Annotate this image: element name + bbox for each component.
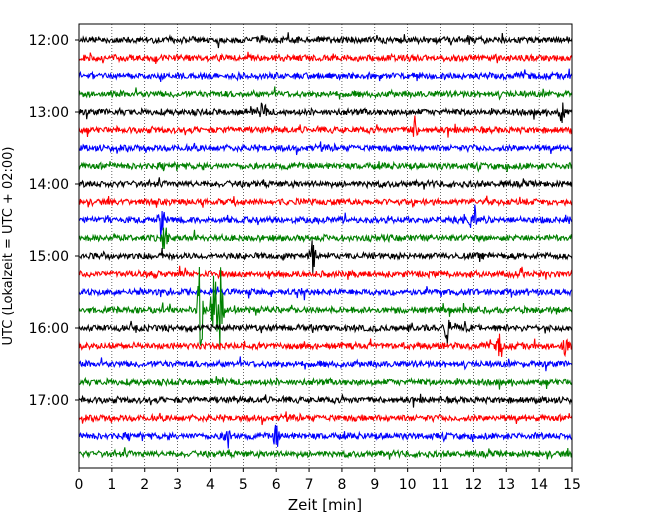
y-tick-label: 15:00 <box>29 249 69 265</box>
x-tick-label: 0 <box>75 477 84 493</box>
y-tick-label: 14:00 <box>29 177 69 193</box>
trace-1315 <box>78 115 573 138</box>
x-tick-label: 8 <box>337 477 346 493</box>
x-tick-label: 3 <box>173 477 182 493</box>
trace-1415 <box>78 195 573 208</box>
x-tick-label: 6 <box>272 477 281 493</box>
y-tick-label: 12:00 <box>29 33 69 49</box>
x-tick-label: 7 <box>305 477 314 493</box>
y-axis-label: UTC (Lokalzeit = UTC + 02:00) <box>1 147 16 346</box>
trace-1630 <box>78 356 573 372</box>
y-tick-label: 17:00 <box>29 393 69 409</box>
trace-1745 <box>78 447 573 460</box>
trace-1615 <box>78 333 573 358</box>
seismogram-traces <box>78 32 573 460</box>
x-axis-label: Zeit [min] <box>288 496 362 514</box>
trace-1230 <box>78 68 573 82</box>
x-tick-label: 5 <box>239 477 248 493</box>
x-axis-ticks: 0 1 2 3 4 5 6 7 8 9 10 11 12 13 14 15 <box>75 468 581 493</box>
trace-1300 <box>78 102 573 124</box>
x-tick-label: 2 <box>140 477 149 493</box>
x-tick-label: 10 <box>399 477 417 493</box>
trace-1715 <box>78 411 573 426</box>
trace-1345 <box>78 160 573 173</box>
y-axis-ticks: 12:00 13:00 14:00 15:00 16:00 17:00 <box>29 33 79 409</box>
trace-1500 <box>78 240 573 274</box>
trace-1700 <box>78 393 573 408</box>
trace-1645 <box>78 376 573 390</box>
x-tick-label: 1 <box>107 477 116 493</box>
vertical-gridlines <box>111 24 540 468</box>
x-tick-label: 13 <box>497 477 515 493</box>
trace-1215 <box>78 51 573 64</box>
trace-1530 <box>78 286 573 301</box>
x-tick-label: 12 <box>464 477 482 493</box>
x-tick-label: 11 <box>432 477 450 493</box>
trace-1330 <box>78 141 573 156</box>
trace-1400 <box>78 177 573 190</box>
trace-1545 <box>78 266 573 349</box>
trace-1515 <box>78 265 573 280</box>
trace-1730 <box>78 424 573 449</box>
trace-1200 <box>78 32 573 49</box>
plot-frame <box>78 23 573 469</box>
trace-1245 <box>78 86 573 101</box>
trace-1430 <box>78 204 573 239</box>
x-tick-label: 15 <box>563 477 581 493</box>
y-tick-label: 16:00 <box>29 321 69 337</box>
x-tick-label: 14 <box>530 477 548 493</box>
x-tick-label: 4 <box>206 477 215 493</box>
trace-1600 <box>78 319 573 344</box>
trace-1445 <box>78 227 573 249</box>
x-tick-label: 9 <box>370 477 379 493</box>
y-tick-label: 13:00 <box>29 105 69 121</box>
